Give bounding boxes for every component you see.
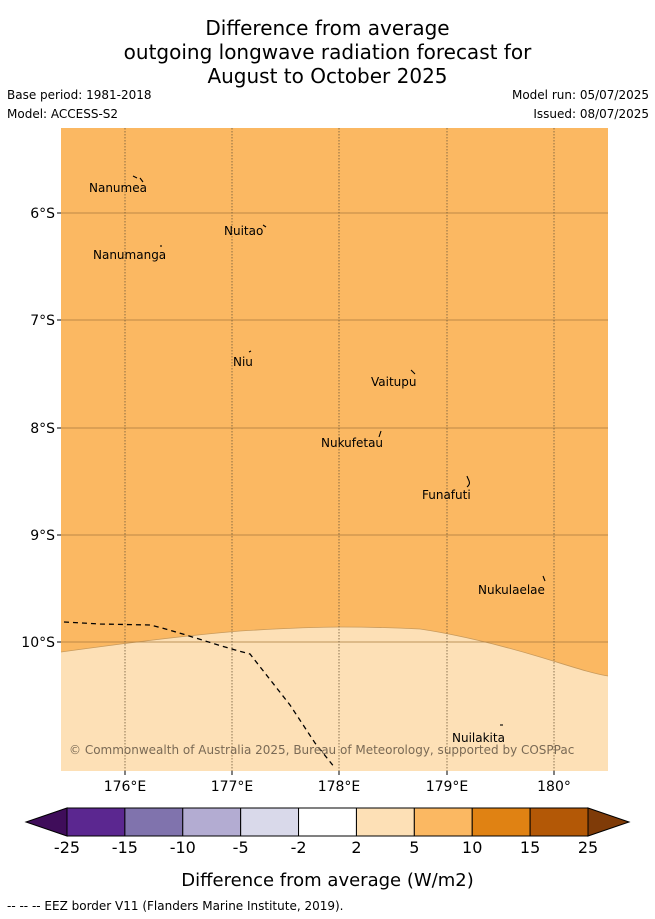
lon-gridlines xyxy=(124,128,555,771)
lat-gridlines xyxy=(61,212,608,643)
lat-tick-label: 10°S xyxy=(21,635,55,651)
island-label: Vaitupu xyxy=(371,375,417,389)
island-label: Nanumea xyxy=(89,181,147,195)
island-shape-nukufetau xyxy=(378,430,382,438)
colorbar-tick-label: -5 xyxy=(232,838,249,857)
island-shape-vaitupu xyxy=(410,369,416,375)
colorbar-tick-label: 5 xyxy=(409,838,420,857)
island-label: Nukulaelae xyxy=(478,583,545,597)
island-label: Nuitao xyxy=(224,224,263,238)
island-shape-funafuti xyxy=(466,475,471,488)
colorbar-segment xyxy=(529,807,589,837)
contour-line xyxy=(60,626,609,677)
eez-legend-note: -- -- -- EEZ border V11 (Flanders Marine… xyxy=(7,899,344,913)
lat-tick-label: 7°S xyxy=(30,313,55,329)
title-line-3: August to October 2025 xyxy=(207,64,448,88)
colorbar-tick-label: 25 xyxy=(577,838,599,857)
lon-tick-label: 176°E xyxy=(104,779,147,795)
colorbar-segment xyxy=(413,807,473,837)
colorbar-tick-label: -2 xyxy=(290,838,307,857)
colorbar-segment xyxy=(66,807,126,837)
lon-tick-label: 179°E xyxy=(426,779,469,795)
base-period: Base period: 1981-2018 xyxy=(7,88,152,102)
colorbar-tick-label: 15 xyxy=(519,838,541,857)
anomaly-band-2-5 xyxy=(61,627,608,771)
eez-border xyxy=(63,621,336,769)
chart-title: Difference from average outgoing longwav… xyxy=(0,16,655,88)
model-name: Model: ACCESS-S2 xyxy=(7,107,119,121)
lon-tick-label: 180° xyxy=(537,779,571,795)
issued-date: Issued: 08/07/2025 xyxy=(533,107,649,121)
island-label: Nanumanga xyxy=(93,248,166,262)
island-label: Funafuti xyxy=(422,488,471,502)
colorbar-label: Difference from average (W/m2) xyxy=(181,870,474,891)
colorbar-segment xyxy=(355,807,415,837)
lat-tick-label: 9°S xyxy=(30,528,55,544)
island-shape-niu xyxy=(248,350,252,353)
colorbar-tick-label: 10 xyxy=(462,838,483,857)
colorbar-tick-label: -15 xyxy=(111,838,138,857)
colorbar-extend-high xyxy=(587,807,631,837)
lon-tick-label: 177°E xyxy=(211,779,254,795)
copyright-notice: © Commonwealth of Australia 2025, Bureau… xyxy=(69,743,574,757)
lat-tick-label: 8°S xyxy=(30,421,55,437)
lon-tick-label: 178°E xyxy=(318,779,361,795)
colorbar-segment xyxy=(240,807,300,837)
island-shapes xyxy=(132,175,546,726)
island-label: Niu xyxy=(233,355,253,369)
island-label: Nukufetau xyxy=(321,436,383,450)
colorbar-segment xyxy=(124,807,184,837)
lat-tick-label: 6°S xyxy=(30,206,55,222)
colorbar-segment xyxy=(182,807,242,837)
colorbar-tick-label: 2 xyxy=(351,838,362,857)
model-run: Model run: 05/07/2025 xyxy=(511,88,649,102)
colorbar xyxy=(24,807,631,837)
colorbar-extend-low xyxy=(24,807,68,837)
colorbar-segment xyxy=(471,807,531,837)
island-label: Nuilakita xyxy=(452,731,505,745)
colorbar-segment xyxy=(298,807,357,837)
island-shape-nukulaelae xyxy=(542,575,546,582)
colorbar-tick-label: -25 xyxy=(53,838,81,857)
colorbar-tick-label: -10 xyxy=(169,838,196,857)
island-shape-nanumea xyxy=(132,175,144,183)
title-line-2: outgoing longwave radiation forecast for xyxy=(123,40,532,64)
island-shape-nuitao xyxy=(262,224,267,228)
title-line-1: Difference from average xyxy=(205,16,450,40)
axis-ticks xyxy=(57,212,555,775)
